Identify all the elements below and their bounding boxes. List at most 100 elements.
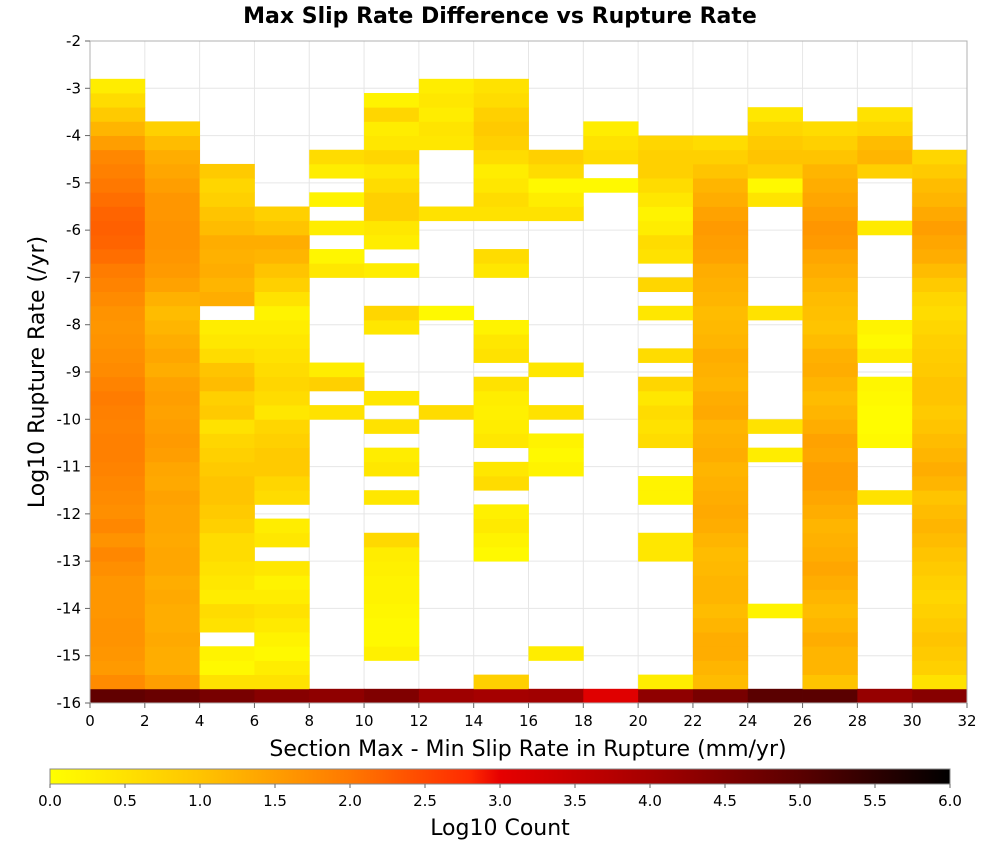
heatmap-cell: [857, 334, 913, 349]
heatmap-cell: [254, 206, 310, 222]
heatmap-cell: [309, 362, 365, 378]
colorbar-label: Log10 Count: [430, 816, 570, 841]
heatmap-cell: [912, 390, 968, 406]
heatmap-cell: [912, 192, 968, 207]
heatmap-cell: [692, 575, 749, 590]
heatmap-cell: [254, 362, 310, 378]
heatmap-cell: [473, 121, 529, 136]
heatmap-cell: [90, 419, 146, 434]
heatmap-cell: [418, 135, 475, 151]
colorbar-tick-label: 6.0: [938, 792, 962, 810]
heatmap-cell: [802, 234, 858, 250]
heatmap-cell: [199, 319, 255, 335]
heatmap-cell: [144, 447, 201, 463]
heatmap-cell: [418, 121, 475, 136]
heatmap-cell: [473, 504, 529, 519]
heatmap-cell: [857, 419, 913, 434]
heatmap-cell: [802, 277, 858, 293]
heatmap-cell: [199, 433, 255, 449]
heatmap-cell: [254, 390, 310, 406]
colorbar-tick-label: 1.5: [263, 792, 287, 810]
heatmap-cell: [144, 277, 201, 293]
y-tick-label: -14: [57, 599, 82, 617]
heatmap-cell: [638, 178, 694, 193]
heatmap-cell: [473, 476, 529, 491]
heatmap-cell: [528, 433, 584, 449]
heatmap-cell: [802, 405, 858, 420]
heatmap-cell: [802, 178, 858, 193]
heatmap-cell: [473, 163, 529, 179]
y-tick-label: -15: [57, 647, 82, 665]
heatmap-cell: [692, 518, 749, 534]
heatmap-cell: [857, 390, 913, 406]
heatmap-cell: [90, 234, 146, 250]
colorbar-tick-label: 0.0: [38, 792, 62, 810]
heatmap-cell: [254, 376, 310, 392]
heatmap-cell: [364, 617, 420, 633]
heatmap-cell: [638, 405, 694, 420]
heatmap-cell: [802, 419, 858, 434]
heatmap-cell: [254, 447, 310, 463]
heatmap-cell: [692, 192, 749, 207]
heatmap-cell: [254, 660, 310, 676]
heatmap-cell: [309, 192, 365, 207]
heatmap-cell: [802, 617, 858, 633]
heatmap-cell: [199, 603, 255, 619]
heatmap-cell: [692, 305, 749, 321]
heatmap-cell: [199, 476, 255, 491]
heatmap-cell: [418, 206, 475, 222]
heatmap-cell: [912, 348, 968, 363]
heatmap-cell: [528, 688, 584, 704]
heatmap-cell: [638, 674, 694, 690]
heatmap-cell: [692, 263, 749, 278]
heatmap-cell: [473, 674, 529, 690]
x-tick-label: 32: [957, 712, 976, 730]
heatmap-cell: [144, 334, 201, 349]
heatmap-cell: [857, 433, 913, 449]
heatmap-cell: [692, 646, 749, 661]
heatmap-cell: [747, 688, 803, 704]
heatmap-cell: [638, 348, 694, 363]
heatmap-cell: [254, 291, 310, 307]
y-tick-label: -12: [57, 505, 82, 523]
heatmap-cell: [692, 163, 749, 179]
y-tick-label: -3: [66, 79, 81, 97]
heatmap-cell: [528, 163, 584, 179]
heatmap-cell: [199, 447, 255, 463]
heatmap-cell: [473, 135, 529, 151]
heatmap-cell: [802, 291, 858, 307]
heatmap-cell: [692, 589, 749, 605]
heatmap-cell: [692, 178, 749, 193]
heatmap-cell: [638, 546, 694, 562]
heatmap-cell: [747, 178, 803, 193]
heatmap-cell: [199, 291, 255, 307]
heatmap-cell: [90, 135, 146, 151]
heatmap-cell: [857, 490, 913, 505]
heatmap-cell: [144, 433, 201, 449]
heatmap-cell: [90, 263, 146, 278]
heatmap-cell: [90, 291, 146, 307]
heatmap-cell: [199, 192, 255, 207]
heatmap-cell: [473, 405, 529, 420]
heatmap-cell: [364, 646, 420, 661]
heatmap-cell: [144, 305, 201, 321]
heatmap-cell: [90, 575, 146, 590]
heatmap-cell: [528, 206, 584, 222]
heatmap-cell: [90, 107, 146, 122]
heatmap-cell: [418, 688, 475, 704]
heatmap-cell: [199, 646, 255, 661]
heatmap-cell: [473, 78, 529, 94]
heatmap-cell: [90, 447, 146, 463]
heatmap-cell: [90, 319, 146, 335]
heatmap-cell: [473, 319, 529, 335]
heatmap-cell: [692, 447, 749, 463]
heatmap-cell: [802, 632, 858, 647]
colorbar-tick-label: 0.5: [113, 792, 137, 810]
heatmap-cell: [144, 688, 201, 704]
heatmap-cell: [254, 305, 310, 321]
colorbar-tick-label: 1.0: [188, 792, 212, 810]
colorbar-tick-label: 3.5: [563, 792, 587, 810]
heatmap-cell: [144, 376, 201, 392]
heatmap-cell: [473, 263, 529, 278]
heatmap-cell: [473, 149, 529, 165]
